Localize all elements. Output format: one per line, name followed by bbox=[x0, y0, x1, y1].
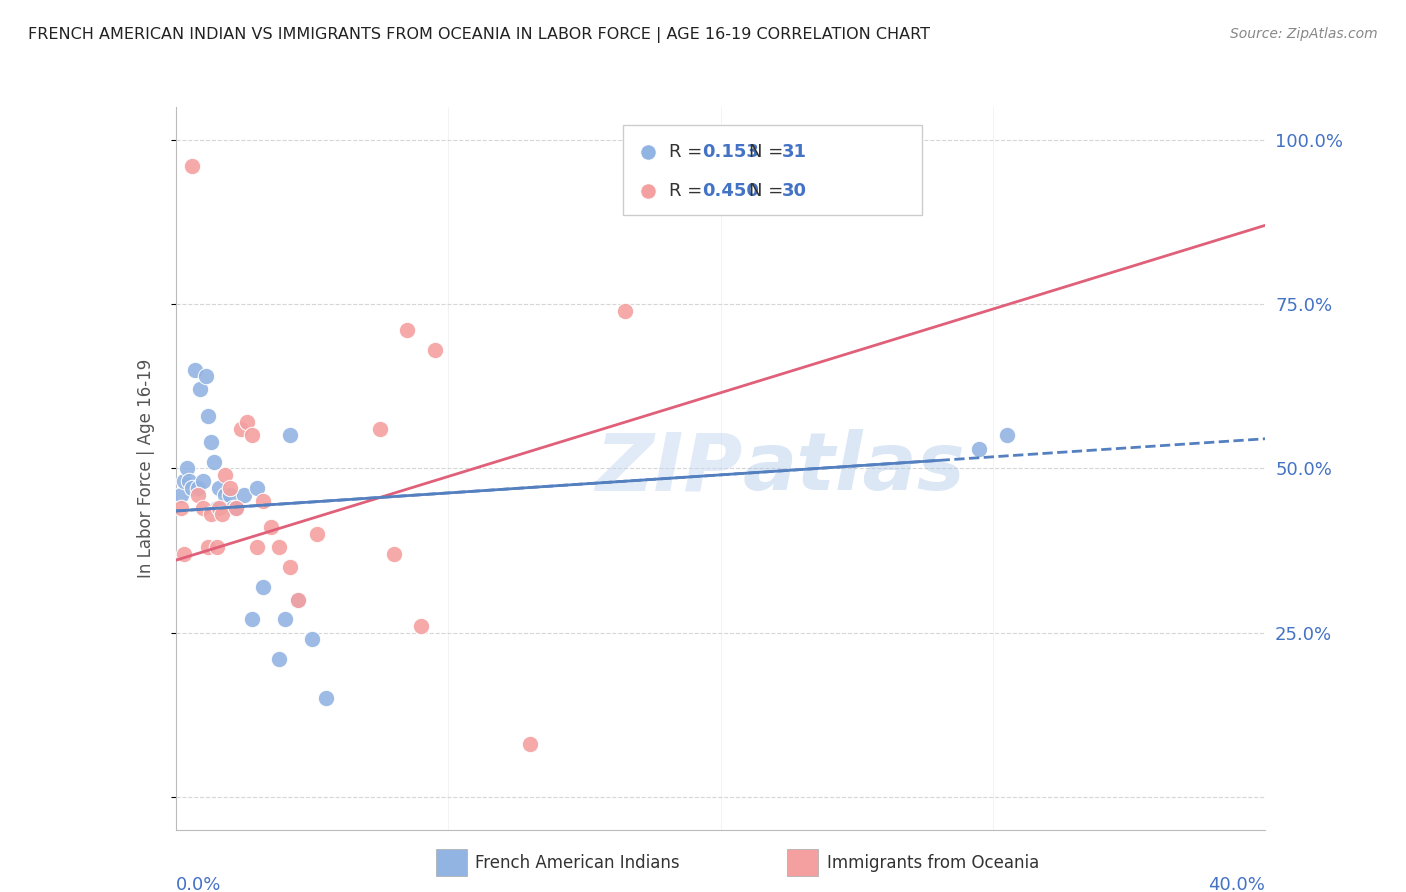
Point bbox=[205, 540, 228, 554]
Point bbox=[219, 481, 242, 495]
Point bbox=[186, 481, 209, 495]
Point bbox=[214, 467, 236, 482]
FancyBboxPatch shape bbox=[787, 849, 818, 876]
Y-axis label: In Labor Force | Age 16-19: In Labor Force | Age 16-19 bbox=[136, 359, 155, 578]
Text: 0.153: 0.153 bbox=[702, 143, 759, 161]
Point bbox=[315, 691, 337, 706]
Point bbox=[995, 428, 1018, 442]
Point bbox=[208, 500, 231, 515]
Point bbox=[225, 500, 247, 515]
Point bbox=[225, 500, 247, 515]
Point bbox=[173, 547, 195, 561]
Point bbox=[181, 481, 204, 495]
Point bbox=[200, 435, 222, 450]
Point bbox=[246, 540, 269, 554]
Point bbox=[211, 508, 233, 522]
Point bbox=[219, 487, 242, 501]
Point bbox=[252, 580, 274, 594]
Point bbox=[396, 323, 419, 337]
Text: N =: N = bbox=[749, 182, 789, 200]
Point bbox=[181, 159, 204, 173]
Point bbox=[260, 520, 283, 534]
Text: 0.450: 0.450 bbox=[702, 182, 759, 200]
Text: Immigrants from Oceania: Immigrants from Oceania bbox=[827, 854, 1039, 871]
Point bbox=[200, 508, 222, 522]
Point bbox=[188, 383, 211, 397]
Text: atlas: atlas bbox=[742, 429, 965, 508]
Point bbox=[202, 455, 225, 469]
Point bbox=[186, 487, 209, 501]
Point bbox=[240, 428, 263, 442]
Point bbox=[423, 343, 446, 357]
Point bbox=[184, 363, 207, 377]
Text: ZIP: ZIP bbox=[595, 429, 742, 508]
Point bbox=[214, 487, 236, 501]
Point bbox=[222, 500, 245, 515]
Point bbox=[969, 442, 991, 456]
Text: R =: R = bbox=[669, 143, 709, 161]
Point bbox=[409, 619, 432, 633]
Point bbox=[287, 592, 309, 607]
Point bbox=[614, 303, 637, 318]
Point bbox=[274, 612, 297, 626]
Point bbox=[232, 487, 254, 501]
Point bbox=[269, 540, 291, 554]
Point bbox=[278, 428, 301, 442]
Point bbox=[173, 475, 195, 489]
Point bbox=[368, 422, 391, 436]
Text: 31: 31 bbox=[782, 143, 807, 161]
Text: N =: N = bbox=[749, 143, 789, 161]
Text: Source: ZipAtlas.com: Source: ZipAtlas.com bbox=[1230, 27, 1378, 41]
Point bbox=[240, 612, 263, 626]
Text: 0.0%: 0.0% bbox=[176, 876, 221, 892]
Point bbox=[307, 527, 329, 541]
Text: French American Indians: French American Indians bbox=[475, 854, 681, 871]
Point bbox=[191, 475, 214, 489]
Point bbox=[382, 547, 405, 561]
Text: R =: R = bbox=[669, 182, 709, 200]
Point bbox=[208, 481, 231, 495]
Point bbox=[197, 540, 219, 554]
Point bbox=[194, 369, 217, 384]
FancyBboxPatch shape bbox=[623, 125, 922, 216]
Point bbox=[179, 475, 201, 489]
Text: FRENCH AMERICAN INDIAN VS IMMIGRANTS FROM OCEANIA IN LABOR FORCE | AGE 16-19 COR: FRENCH AMERICAN INDIAN VS IMMIGRANTS FRO… bbox=[28, 27, 931, 43]
Point bbox=[176, 461, 198, 475]
Point bbox=[287, 592, 309, 607]
Point bbox=[205, 500, 228, 515]
Point bbox=[191, 500, 214, 515]
Point bbox=[301, 632, 323, 646]
Point bbox=[252, 494, 274, 508]
Text: 30: 30 bbox=[782, 182, 807, 200]
Point bbox=[269, 652, 291, 666]
Text: 40.0%: 40.0% bbox=[1209, 876, 1265, 892]
Point bbox=[246, 481, 269, 495]
FancyBboxPatch shape bbox=[436, 849, 467, 876]
Point bbox=[170, 500, 193, 515]
Point bbox=[235, 415, 257, 429]
Point bbox=[519, 737, 541, 751]
Point bbox=[231, 422, 253, 436]
Point bbox=[197, 409, 219, 423]
Point bbox=[278, 559, 301, 574]
Point bbox=[170, 487, 193, 501]
